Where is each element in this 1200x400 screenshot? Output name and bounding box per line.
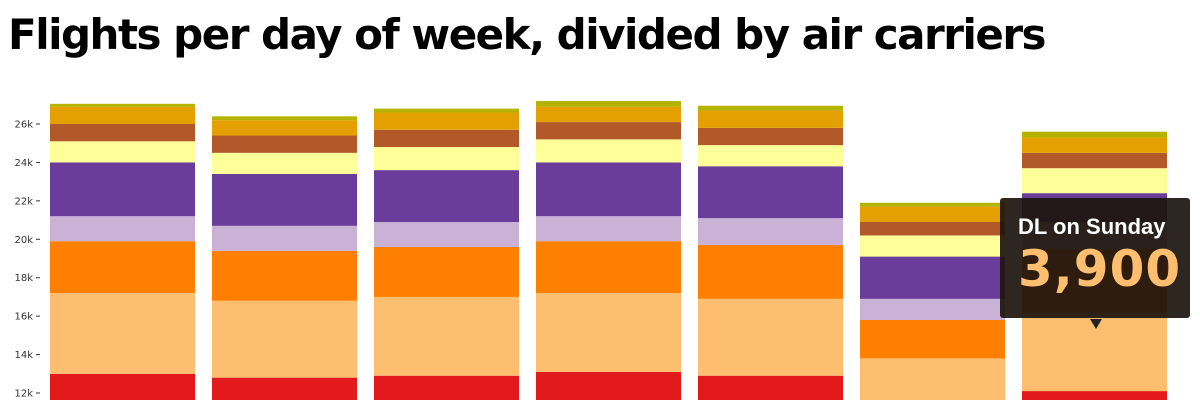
y-tick-label: 22k [14,196,33,207]
bar-1-segment-9[interactable] [50,103,195,107]
y-tick-label: 16k [14,312,33,323]
y-tick-label: 18k [14,273,33,284]
bar-7-segment-7[interactable] [1022,152,1167,169]
bar-1-segment-8[interactable] [50,106,195,124]
bar-4-segment-3[interactable] [536,241,681,294]
bar-7-segment-6[interactable] [1022,168,1167,194]
bar-2-segment-1[interactable] [212,377,357,400]
bar-5-segment-2[interactable] [698,298,843,376]
bar-4-segment-5[interactable] [536,162,681,217]
bar-4-segment-8[interactable] [536,106,681,123]
bar-3-segment-6[interactable] [374,147,519,171]
bar-3-segment-7[interactable] [374,129,519,148]
bar-7-segment-1[interactable] [1022,391,1167,400]
bar-4-segment-2[interactable] [536,293,681,372]
bar-5-segment-4[interactable] [698,218,843,246]
bar-3-segment-5[interactable] [374,170,519,222]
bar-2-segment-5[interactable] [212,173,357,226]
bar-6-segment-7[interactable] [860,221,1005,236]
bar-5-segment-9[interactable] [698,105,843,111]
tooltip: DL on Sunday 3,900 [1000,198,1190,318]
bar-5-segment-3[interactable] [698,245,843,299]
bar-6-segment-4[interactable] [860,298,1005,320]
y-tick-label: 14k [14,350,33,361]
bar-1-segment-3[interactable] [50,241,195,294]
bar-5-segment-8[interactable] [698,110,843,128]
bar-1-segment-4[interactable] [50,216,195,242]
bar-6-segment-3[interactable] [860,319,1005,359]
bar-1-segment-6[interactable] [50,141,195,163]
bar-7-segment-8[interactable] [1022,137,1167,153]
bar-5-segment-1[interactable] [698,375,843,400]
bar-2-segment-7[interactable] [212,135,357,153]
bar-1-segment-2[interactable] [50,293,195,374]
bar-2-segment-9[interactable] [212,116,357,121]
bar-3-segment-4[interactable] [374,221,519,247]
bar-1-segment-7[interactable] [50,124,195,142]
y-tick-label: 26k [14,120,33,131]
bar-5-segment-5[interactable] [698,166,843,219]
bar-2-segment-3[interactable] [212,250,357,301]
tooltip-arrow-icon [1090,319,1102,329]
y-tick-label: 20k [14,235,33,246]
bar-6-segment-6[interactable] [860,235,1005,257]
bar-2-segment-2[interactable] [212,300,357,378]
y-tick-label: 12k [14,389,33,400]
bar-3-segment-3[interactable] [374,246,519,297]
bar-3-segment-1[interactable] [374,375,519,400]
bar-2-segment-6[interactable] [212,152,357,174]
bar-5-segment-6[interactable] [698,145,843,167]
bar-3-segment-8[interactable] [374,112,519,130]
y-tick-label: 24k [14,158,33,169]
bar-7-segment-9[interactable] [1022,131,1167,138]
bar-3-segment-2[interactable] [374,296,519,376]
y-axis: 12k 14k 16k 18k 20k 22k 24k 26k [14,120,40,400]
bar-6-segment-2[interactable] [860,358,1005,400]
tooltip-value: 3,900 [1018,240,1182,298]
bar-4-segment-7[interactable] [536,122,681,140]
bar-4-segment-4[interactable] [536,216,681,242]
bar-2-segment-8[interactable] [212,120,357,136]
bar-6-segment-5[interactable] [860,256,1005,299]
bar-3-segment-9[interactable] [374,108,519,113]
bar-6-segment-9[interactable] [860,202,1005,207]
bar-1-segment-1[interactable] [50,373,195,400]
bar-5-segment-7[interactable] [698,127,843,146]
bar-1-segment-5[interactable] [50,162,195,217]
bar-6-segment-8[interactable] [860,206,1005,222]
tooltip-heading: DL on Sunday [1018,214,1166,239]
bar-4-segment-9[interactable] [536,100,681,107]
bar-2-segment-4[interactable] [212,225,357,251]
bar-4-segment-1[interactable] [536,371,681,400]
chart-title: Flights per day of week, divided by air … [8,10,1047,59]
bar-4-segment-6[interactable] [536,139,681,163]
